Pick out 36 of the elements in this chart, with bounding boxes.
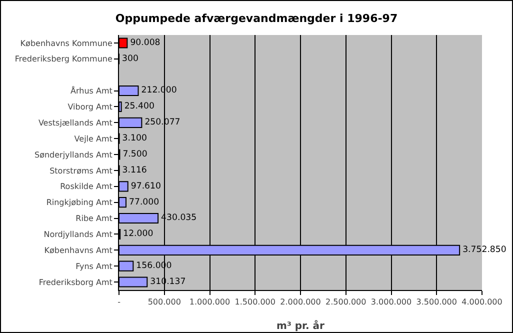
data-label: 25.400 bbox=[124, 102, 154, 112]
y-tick-label: Fyns Amt bbox=[76, 262, 112, 271]
data-label: 7.500 bbox=[122, 149, 148, 160]
y-tick-label: Sønderjyllands Amt bbox=[34, 150, 112, 160]
x-tick-label: 3.000.000 bbox=[370, 298, 412, 307]
y-tick-label: Storstrøms Amt bbox=[50, 166, 112, 176]
x-axis-title: m³ pr. år bbox=[276, 320, 325, 332]
x-tick-label: 1.500.000 bbox=[234, 298, 276, 307]
y-tick-label: Roskilde Amt bbox=[60, 182, 112, 192]
y-tick-label: Århus Amt bbox=[70, 86, 112, 96]
y-tick-label: Vejle Amt bbox=[74, 134, 112, 144]
data-label: 77.000 bbox=[129, 197, 160, 208]
data-label: 12.000 bbox=[123, 229, 154, 240]
x-tick-label: 1.000.000 bbox=[189, 298, 230, 307]
data-label: 3.100 bbox=[122, 134, 147, 144]
chart-title: Oppumpede afværgevandmængder i 1996-97 bbox=[115, 12, 398, 25]
data-label: 300 bbox=[122, 54, 138, 64]
y-tick-label: Frederiksberg Kommune bbox=[14, 54, 112, 64]
y-tick-label: Vestsjællands Amt bbox=[38, 118, 112, 128]
y-tick-label: Viborg Amt bbox=[68, 102, 112, 112]
y-tick-label: Ringkjøbing Amt bbox=[46, 198, 112, 208]
x-tick-label: 2.500.000 bbox=[326, 298, 366, 307]
x-tick-label: 2.000.000 bbox=[280, 298, 321, 307]
data-label: 3.116 bbox=[122, 165, 147, 176]
data-label: 97.610 bbox=[130, 181, 161, 192]
data-label: 90.008 bbox=[130, 38, 160, 48]
y-tick-label: Frederiksborg Amt bbox=[38, 278, 112, 287]
x-tick-label: 3.500.000 bbox=[416, 298, 457, 307]
y-tick-label: Ribe Amt bbox=[76, 214, 112, 224]
x-tick-label: - bbox=[118, 298, 121, 307]
y-tick-label: Københavns Kommune bbox=[20, 38, 112, 48]
x-tick-label: 4.000.000 bbox=[462, 298, 502, 307]
data-label: 3.752.850 bbox=[462, 245, 506, 256]
y-tick-label: Nordjyllands Amt bbox=[44, 230, 112, 240]
x-tick-label: 500.000 bbox=[148, 298, 181, 307]
y-tick-label: Københavns Amt bbox=[44, 246, 112, 255]
